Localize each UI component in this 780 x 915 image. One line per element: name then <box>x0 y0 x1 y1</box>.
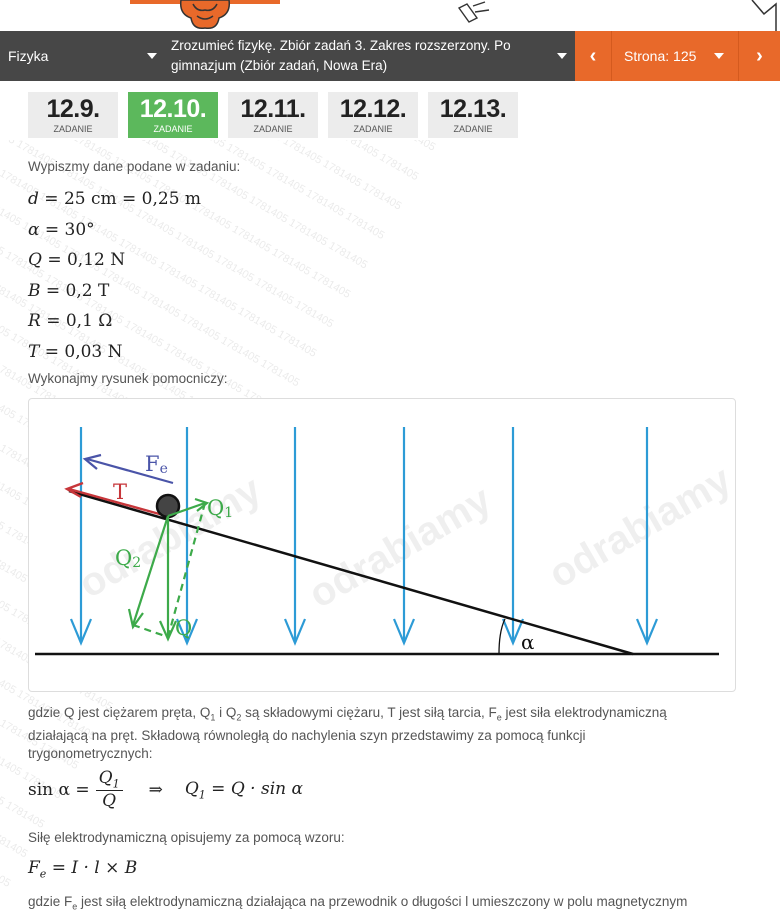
book-title: Zrozumieć fizykę. Zbiór zadań 3. Zakres … <box>171 36 557 76</box>
chevron-down-icon <box>557 53 567 59</box>
tab-exercise-12-13[interactable]: 12.13. ZADANIE <box>428 92 518 138</box>
force-intro-text: Siłę elektrodynamiczną opisujemy za pomo… <box>28 830 345 845</box>
given-b: B = 0,2 T <box>28 280 110 301</box>
fraction-denominator: Q <box>102 791 117 812</box>
formula-fraction: Q1 Q <box>95 768 123 812</box>
field-arrow-head <box>175 618 199 646</box>
page-dropdown[interactable]: Strona: 125 <box>612 31 738 81</box>
q2-label: Q2 <box>115 546 141 571</box>
formula-right: Q1 = Q · sin α <box>184 778 303 801</box>
q2-arrow <box>131 515 170 626</box>
friction-force-arrow <box>64 481 164 517</box>
fraction-numerator: Q1 <box>95 768 123 792</box>
magnetic-field-lines <box>69 427 659 646</box>
tab-label: ZADANIE <box>353 124 393 134</box>
given-alpha: α = 30° <box>28 219 95 240</box>
t-label: T <box>113 480 127 504</box>
q-label: Q <box>175 616 192 640</box>
watermark-line: 1781405 1781405 1781405 1781405 1781405 … <box>0 140 437 154</box>
watermark-line: 1781405 1781405 1781405 1781405 1781405 … <box>0 560 12 890</box>
q-dashed-line <box>132 623 169 639</box>
given-t: T = 0,03 N <box>28 341 123 362</box>
sin-formula: sin α = Q1 Q ⇒ Q1 = Q · sin α <box>28 768 303 811</box>
explanation-line-1: gdzie Q jest ciężarem pręta, Q1 i Q2 są … <box>28 705 667 723</box>
top-strip <box>0 0 780 31</box>
tab-exercise-12-10[interactable]: 12.10. ZADANIE <box>128 92 218 138</box>
angle-alpha-label: α <box>521 630 535 654</box>
intro-text: Wypiszmy dane podane w zadaniu: <box>28 159 241 174</box>
mascot-icon <box>457 1 490 23</box>
field-arrow-head <box>501 618 525 646</box>
field-arrow-head <box>69 618 93 646</box>
angle-arc <box>498 618 506 655</box>
explanation-line-2: działającą na pręt. Składową równoległą … <box>28 727 586 743</box>
q1-arrow <box>167 501 206 518</box>
drawing-intro-text: Wykonajmy rysunek pomocniczy: <box>28 371 228 386</box>
subject-label: Fizyka <box>8 48 49 64</box>
field-arrow-head <box>635 618 659 646</box>
field-arrow-head <box>392 618 416 646</box>
field-arrow-head <box>283 618 307 646</box>
tab-label: ZADANIE <box>253 124 293 134</box>
incline-line <box>68 489 634 656</box>
weight-components <box>127 497 210 642</box>
diagram-svg: odrabiamy odrabiamy odrabiamy α <box>35 427 737 656</box>
book-title-line1: Zrozumieć fizykę. Zbiór zadań 3. Zakres … <box>171 38 511 53</box>
tab-label: ZADANIE <box>453 124 493 134</box>
navigation-bar: Fizyka Zrozumieć fizykę. Zbiór zadań 3. … <box>0 31 780 81</box>
chevron-down-icon <box>714 53 724 59</box>
last-line-text: gdzie Fe jest siłą elektrodynamiczną dzi… <box>28 894 688 912</box>
book-dropdown[interactable]: Zrozumieć fizykę. Zbiór zadań 3. Zakres … <box>165 31 575 81</box>
brain-logo-icon <box>179 0 231 30</box>
svg-text:odrabiamy: odrabiamy <box>542 457 737 597</box>
corner-decoration-icon <box>751 0 777 31</box>
implies-arrow: ⇒ <box>148 779 163 800</box>
tab-label: ZADANIE <box>153 124 193 134</box>
book-title-line2: gimnazjum (Zbiór zadań, Nowa Era) <box>171 58 388 73</box>
page-label: Strona: 125 <box>624 48 697 64</box>
chevron-down-icon <box>147 53 157 59</box>
tab-exercise-12-11[interactable]: 12.11. ZADANIE <box>228 92 318 138</box>
tab-number: 12.11. <box>240 95 306 123</box>
svg-text:odrabiamy: odrabiamy <box>72 467 270 607</box>
tab-number: 12.12. <box>339 95 407 123</box>
exercise-tabs: 12.9. ZADANIE 12.10. ZADANIE 12.11. ZADA… <box>28 92 518 138</box>
physics-diagram: odrabiamy odrabiamy odrabiamy α <box>28 398 736 692</box>
tab-number: 12.13. <box>439 95 507 123</box>
watermark-line: 1781405 1781405 1781405 1781405 1781405 … <box>0 530 29 860</box>
tab-exercise-12-12[interactable]: 12.12. ZADANIE <box>328 92 418 138</box>
tab-number: 12.10. <box>139 95 207 123</box>
given-r: R = 0,1 Ω <box>28 311 113 331</box>
subject-dropdown[interactable]: Fizyka <box>0 31 165 81</box>
formula-sin-left: sin α = <box>28 779 90 800</box>
previous-page-button[interactable]: ‹ <box>575 31 612 81</box>
chevron-right-icon: › <box>756 45 763 67</box>
tab-number: 12.9. <box>46 95 100 123</box>
fe-force-arrow <box>82 453 174 485</box>
fe-label: Fe <box>145 452 168 477</box>
explanation-line-3: trygonometrycznych: <box>28 745 153 761</box>
given-d: d = 25 cm = 0,25 m <box>28 189 202 209</box>
explanation-paragraph: gdzie Q jest ciężarem pręta, Q1 i Q2 są … <box>28 704 748 763</box>
svg-text:odrabiamy: odrabiamy <box>302 477 500 617</box>
given-values-list: d = 25 cm = 0,25 m α = 30° Q = 0,12 N B … <box>28 184 201 367</box>
chevron-left-icon: ‹ <box>589 45 597 67</box>
next-page-button[interactable]: › <box>738 31 780 81</box>
given-q: Q = 0,12 N <box>28 250 126 270</box>
tab-exercise-12-9[interactable]: 12.9. ZADANIE <box>28 92 118 138</box>
force-formula: Fe = I · l × B <box>28 858 138 881</box>
tab-label: ZADANIE <box>53 124 93 134</box>
q1-label: Q1 <box>207 496 233 521</box>
